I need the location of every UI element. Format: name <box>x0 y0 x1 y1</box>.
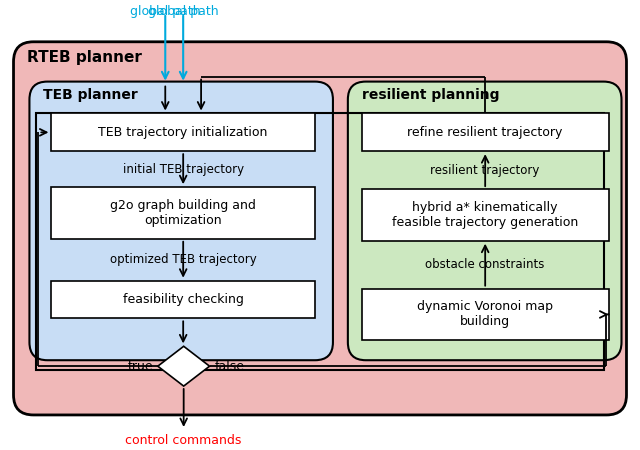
FancyBboxPatch shape <box>13 42 627 415</box>
Bar <box>51 281 315 319</box>
Polygon shape <box>158 346 209 386</box>
Text: hybrid a* kinematically
feasible trajectory generation: hybrid a* kinematically feasible traject… <box>392 201 579 229</box>
Text: dynamic Voronoi map
building: dynamic Voronoi map building <box>417 301 553 328</box>
Text: resilient trajectory: resilient trajectory <box>431 164 540 177</box>
Text: global path: global path <box>148 5 218 18</box>
Text: global path: global path <box>130 5 200 18</box>
Bar <box>51 187 315 239</box>
Text: g2o graph building and
optimization: g2o graph building and optimization <box>110 199 256 227</box>
Text: obstacle constraints: obstacle constraints <box>426 258 545 271</box>
FancyBboxPatch shape <box>348 81 621 360</box>
Bar <box>362 113 609 151</box>
Bar <box>362 288 609 340</box>
Text: TEB planner: TEB planner <box>44 88 138 102</box>
Text: resilient planning: resilient planning <box>362 88 499 102</box>
Text: control commands: control commands <box>125 434 242 447</box>
Text: true: true <box>127 360 153 373</box>
Bar <box>36 113 604 370</box>
Text: TEB trajectory initialization: TEB trajectory initialization <box>99 126 268 139</box>
Text: false: false <box>214 360 244 373</box>
Text: feasibility checking: feasibility checking <box>123 293 244 306</box>
Bar <box>362 189 609 241</box>
Text: RTEB planner: RTEB planner <box>28 50 142 65</box>
Text: initial TEB trajectory: initial TEB trajectory <box>123 162 244 176</box>
Text: optimized TEB trajectory: optimized TEB trajectory <box>110 253 257 266</box>
Text: refine resilient trajectory: refine resilient trajectory <box>408 126 563 139</box>
FancyBboxPatch shape <box>29 81 333 360</box>
Bar <box>51 113 315 151</box>
